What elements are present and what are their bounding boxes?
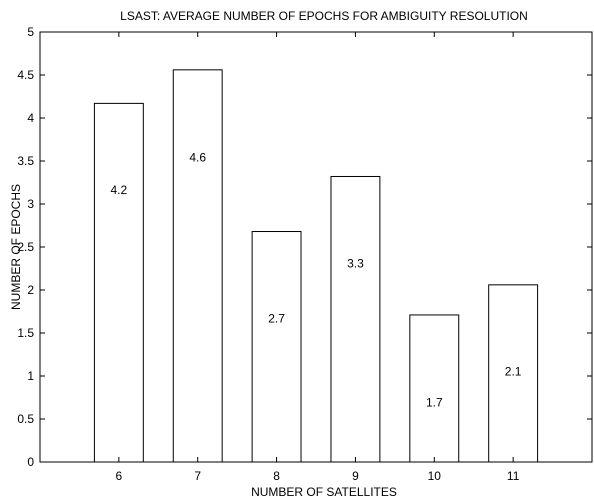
x-tick-label: 11 [507, 469, 520, 483]
x-tick-label: 6 [116, 469, 123, 483]
data-label-10: 1.7 [426, 396, 443, 410]
y-tick-label: 5 [27, 25, 34, 39]
y-tick-label: 2.5 [17, 240, 34, 254]
x-axis-label: NUMBER OF SATELLITES [251, 485, 397, 499]
data-label-6: 4.2 [111, 183, 128, 197]
y-tick-label: 0.5 [17, 412, 34, 426]
y-tick-label: 1.5 [17, 326, 34, 340]
y-tick-label: 4.5 [17, 68, 34, 82]
data-label-7: 4.6 [189, 151, 206, 165]
data-label-8: 2.7 [268, 311, 285, 325]
y-tick-label: 1 [27, 369, 34, 383]
x-tick-label: 8 [273, 469, 280, 483]
x-tick-label: 9 [352, 469, 359, 483]
y-tick-label: 0 [27, 455, 34, 469]
bar-10 [409, 314, 460, 463]
y-tick-label: 4 [27, 111, 34, 125]
bar-9 [330, 175, 381, 463]
chart-title: LSAST: AVERAGE NUMBER OF EPOCHS FOR AMBI… [120, 9, 528, 23]
y-tick-label: 3 [27, 197, 34, 211]
plot-area: 4.2 4.6 2.7 3.3 1.7 2.1 0 0.5 1 1.5 2 2.5 3 3.5 4 4.5 5 6… [17, 25, 593, 483]
bar-11 [488, 284, 539, 463]
data-label-11: 2.1 [505, 365, 522, 379]
bar-8 [251, 231, 302, 463]
x-tick-label: 10 [428, 469, 442, 483]
x-tick-label: 7 [194, 469, 201, 483]
bar-6 [93, 102, 144, 463]
data-label-9: 3.3 [347, 256, 364, 270]
y-tick-label: 2 [27, 283, 34, 297]
bar-7 [172, 69, 223, 463]
y-tick-label: 3.5 [17, 154, 34, 168]
y-axis-label: NUMBER OF EPOCHS [9, 184, 23, 310]
